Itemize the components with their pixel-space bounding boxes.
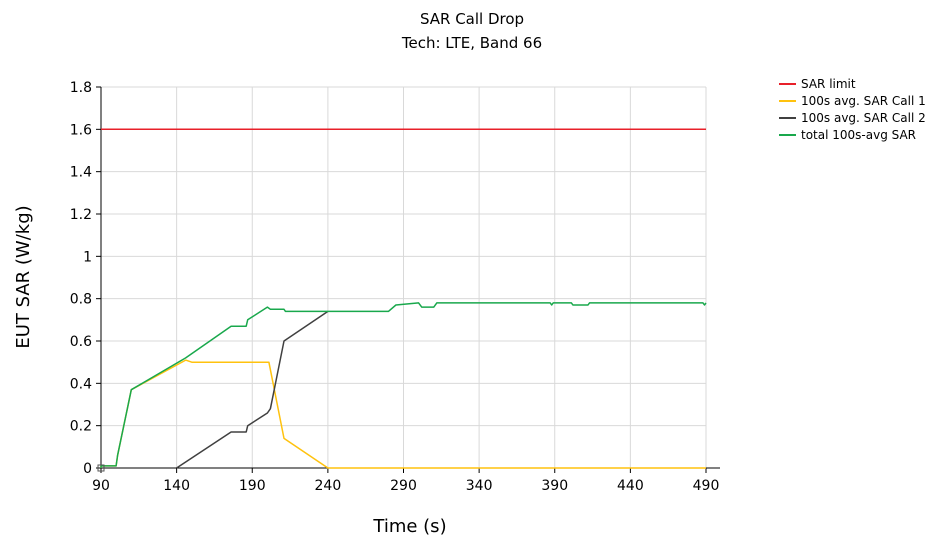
y-tick-label: 0.8	[70, 292, 92, 308]
x-tick-label: 490	[693, 478, 720, 494]
origin-marker	[97, 464, 105, 472]
x-axis-ticks: 90 140 190 240 290 340 390 440 490	[92, 468, 719, 494]
chart-subtitle: Tech: LTE, Band 66	[401, 34, 542, 52]
axes	[100, 87, 720, 469]
legend-label-3: 100s avg. SAR Call 2	[801, 111, 926, 125]
legend-label-1: SAR limit	[801, 77, 856, 91]
series-line-4	[100, 302, 707, 468]
y-tick-label: 0.6	[70, 334, 92, 350]
y-tick-label: 1.2	[70, 207, 92, 223]
chart-title: SAR Call Drop	[420, 10, 524, 28]
x-tick-label: 290	[390, 478, 417, 494]
x-tick-label: 240	[315, 478, 342, 494]
x-tick-label: 390	[541, 478, 568, 494]
x-tick-label: 90	[92, 478, 110, 494]
y-axis-title: EUT SAR (W/kg)	[13, 205, 34, 348]
x-axis-title: Time (s)	[372, 516, 446, 537]
legend-label-4: total 100s-avg SAR	[801, 128, 916, 142]
y-tick-label: 0.4	[70, 376, 92, 392]
x-tick-label: 140	[163, 478, 190, 494]
y-tick-label: 0	[83, 461, 92, 477]
x-tick-label: 340	[466, 478, 493, 494]
y-tick-label: 1.6	[70, 122, 92, 138]
y-tick-label: 1.8	[70, 80, 92, 96]
y-tick-label: 1.4	[70, 165, 92, 181]
plot-series	[97, 128, 707, 472]
y-axis-ticks: 0 0.2 0.4 0.6 0.8 1 1.2 1.4 1.6 1.8	[70, 80, 101, 477]
y-tick-label: 1	[83, 249, 92, 265]
x-tick-label: 190	[239, 478, 266, 494]
legend-label-2: 100s avg. SAR Call 1	[801, 94, 926, 108]
y-tick-label: 0.2	[70, 419, 92, 435]
legend: SAR limit 100s avg. SAR Call 1 100s avg. S…	[779, 77, 926, 142]
grid-lines	[101, 86, 707, 468]
x-tick-label: 440	[617, 478, 644, 494]
series-line-3	[176, 310, 329, 469]
